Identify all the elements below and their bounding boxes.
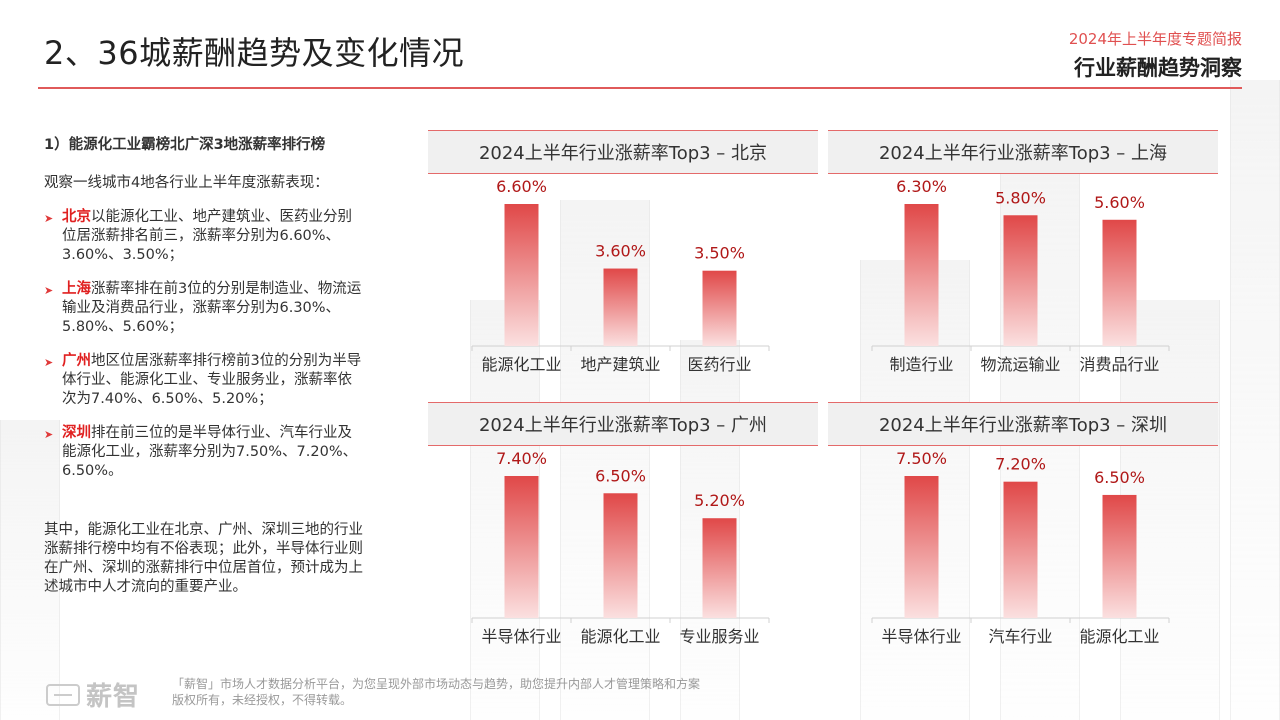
page-title: 2、36城薪酬趋势及变化情况 <box>44 34 465 72</box>
bar <box>1102 219 1137 346</box>
bullet-guangzhou: ➤ 广州地区位居涨薪率排行榜前3位的分别为半导体行业、能源化工业、专业服务业，涨… <box>44 352 364 409</box>
chart-panel-guangzhou: 2024上半年行业涨薪率Top3 – 广州 7.40% 半导体行业 6.50% 能源化… <box>428 402 818 666</box>
data-label: 6.30% <box>896 177 947 196</box>
data-label: 3.60% <box>595 242 646 261</box>
header-divider <box>38 87 1242 89</box>
chart-panel-shenzhen: 2024上半年行业涨薪率Top3 – 深圳 7.50% 半导体行业 7.20% 汽车行… <box>828 402 1218 666</box>
chart-title: 2024上半年行业涨薪率Top3 – 北京 <box>428 130 818 174</box>
section-heading: 1）能源化工业霸榜北广深3地涨薪率排行榜 <box>44 137 326 153</box>
wave-logo-icon <box>46 683 80 706</box>
report-subtitle: 2024年上半年度专题简报 <box>1068 30 1242 48</box>
data-label: 3.50% <box>694 244 745 263</box>
chart-title: 2024上半年行业涨薪率Top3 – 广州 <box>428 402 818 446</box>
data-label: 5.20% <box>694 491 745 510</box>
bullet-beijing: ➤ 北京以能源化工业、地产建筑业、医药业分别位居涨薪排名前三，涨薪率分别为6.6… <box>44 208 364 265</box>
report-title: 行业薪酬趋势洞察 <box>1074 56 1242 80</box>
bullet-text: 涨薪率排在前3位的分别是制造业、物流运输业及消费品行业，涨薪率分别为6.30%、… <box>62 281 362 335</box>
data-label: 7.20% <box>995 455 1046 474</box>
bullet-city: 深圳 <box>62 425 91 441</box>
bar <box>1102 494 1137 618</box>
category-label: 消费品行业 <box>1079 355 1159 374</box>
category-label: 能源化工业 <box>1079 627 1159 646</box>
arrow-bullet-icon: ➤ <box>44 356 54 369</box>
arrow-bullet-icon: ➤ <box>44 212 54 225</box>
intro-text: 观察一线城市4地各行业上半年度涨薪表现： <box>44 175 329 191</box>
data-label: 5.80% <box>995 188 1046 207</box>
bullet-text: 以能源化工业、地产建筑业、医药业分别位居涨薪排名前三，涨薪率分别为6.60%、3… <box>62 209 352 263</box>
data-label: 5.60% <box>1094 193 1145 212</box>
bullet-text: 地区位居涨薪率排行榜前3位的分别为半导体行业、能源化工业、专业服务业，涨薪率依次… <box>62 353 362 407</box>
bullet-text: 排在前三位的是半导体行业、汽车行业及能源化工业，涨薪率分别为7.50%、7.20… <box>62 425 358 479</box>
summary-text: 其中，能源化工业在北京、广州、深圳三地的行业涨薪排行榜中均有不俗表现；此外，半导… <box>44 522 363 595</box>
category-label: 物流运输业 <box>980 355 1060 374</box>
data-label: 6.60% <box>496 177 547 196</box>
chart-panel-shanghai: 2024上半年行业涨薪率Top3 – 上海 6.30% 制造行业 5.80% 物流运输… <box>828 130 1218 394</box>
footer-line: 版权所有，未经授权，不得转载。 <box>172 693 353 707</box>
bar-chart: 6.60% 能源化工业 3.60% 地产建筑业 3.50% 医药行业 <box>471 177 770 374</box>
logo-text: 薪智 <box>86 682 141 712</box>
bar-chart: 7.40% 半导体行业 6.50% 能源化工业 5.20% 专业服务业 <box>471 449 770 646</box>
data-label: 7.50% <box>896 449 947 468</box>
bar <box>904 204 939 346</box>
category-label: 专业服务业 <box>679 627 759 646</box>
bar <box>603 268 638 346</box>
chart-panel-beijing: 2024上半年行业涨薪率Top3 – 北京 6.60% 能源化工业 3.60% 地产建… <box>428 130 818 394</box>
arrow-bullet-icon: ➤ <box>44 428 54 441</box>
category-label: 半导体行业 <box>881 627 961 646</box>
bar <box>504 476 539 618</box>
data-label: 6.50% <box>1094 468 1145 487</box>
category-label: 能源化工业 <box>580 627 660 646</box>
category-label: 半导体行业 <box>481 627 561 646</box>
category-label: 制造行业 <box>889 355 953 374</box>
analysis-text: 1）能源化工业霸榜北广深3地涨薪率排行榜 观察一线城市4地各行业上半年度涨薪表现… <box>44 136 364 597</box>
bullet-city: 北京 <box>62 209 91 225</box>
footer-line: 「薪智」市场人才数据分析平台，为您呈现外部市场动态与趋势，助您提升内部人才管理策… <box>172 677 701 691</box>
bar <box>603 493 638 618</box>
chart-title: 2024上半年行业涨薪率Top3 – 上海 <box>828 130 1218 174</box>
category-label: 地产建筑业 <box>580 355 660 374</box>
bullet-shenzhen: ➤ 深圳排在前三位的是半导体行业、汽车行业及能源化工业，涨薪率分别为7.50%、… <box>44 424 364 481</box>
brand-logo: 薪智 <box>46 676 140 713</box>
bullet-city: 广州 <box>62 353 91 369</box>
bar <box>1003 481 1038 618</box>
bar <box>702 270 737 346</box>
bar <box>702 518 737 618</box>
bar <box>904 476 939 618</box>
category-label: 医药行业 <box>687 355 751 374</box>
category-label: 汽车行业 <box>988 627 1052 646</box>
data-label: 7.40% <box>496 449 547 468</box>
bar <box>504 204 539 346</box>
footer-disclaimer: 「薪智」市场人才数据分析平台，为您呈现外部市场动态与趋势，助您提升内部人才管理策… <box>172 676 700 708</box>
bar-chart: 7.50% 半导体行业 7.20% 汽车行业 6.50% 能源化工业 <box>871 449 1170 646</box>
chart-title: 2024上半年行业涨薪率Top3 – 深圳 <box>828 402 1218 446</box>
bullet-shanghai: ➤ 上海涨薪率排在前3位的分别是制造业、物流运输业及消费品行业，涨薪率分别为6.… <box>44 280 364 337</box>
bar <box>1003 215 1038 346</box>
data-label: 6.50% <box>595 466 646 485</box>
bullet-city: 上海 <box>62 281 91 297</box>
category-label: 能源化工业 <box>481 355 561 374</box>
arrow-bullet-icon: ➤ <box>44 284 54 297</box>
bar-chart: 6.30% 制造行业 5.80% 物流运输业 5.60% 消费品行业 <box>871 177 1170 374</box>
